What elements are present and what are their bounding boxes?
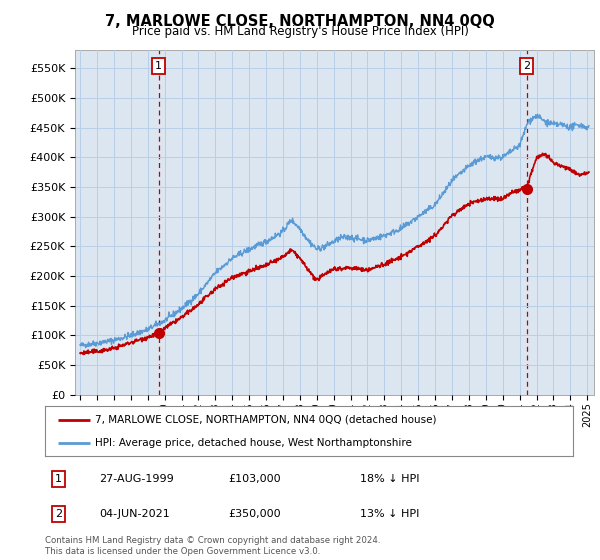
Text: HPI: Average price, detached house, West Northamptonshire: HPI: Average price, detached house, West… [95,438,412,448]
Text: 2: 2 [523,60,530,71]
Text: Price paid vs. HM Land Registry's House Price Index (HPI): Price paid vs. HM Land Registry's House … [131,25,469,38]
Text: 7, MARLOWE CLOSE, NORTHAMPTON, NN4 0QQ: 7, MARLOWE CLOSE, NORTHAMPTON, NN4 0QQ [105,14,495,29]
Text: 1: 1 [55,474,62,484]
Text: 2: 2 [55,509,62,519]
Text: 13% ↓ HPI: 13% ↓ HPI [360,509,419,519]
Text: 18% ↓ HPI: 18% ↓ HPI [360,474,419,484]
Text: Contains HM Land Registry data © Crown copyright and database right 2024.
This d: Contains HM Land Registry data © Crown c… [45,536,380,556]
Text: 27-AUG-1999: 27-AUG-1999 [99,474,174,484]
Text: 1: 1 [155,60,162,71]
Text: 7, MARLOWE CLOSE, NORTHAMPTON, NN4 0QQ (detached house): 7, MARLOWE CLOSE, NORTHAMPTON, NN4 0QQ (… [95,414,437,424]
Text: £350,000: £350,000 [228,509,281,519]
Text: £103,000: £103,000 [228,474,281,484]
Text: 04-JUN-2021: 04-JUN-2021 [99,509,170,519]
